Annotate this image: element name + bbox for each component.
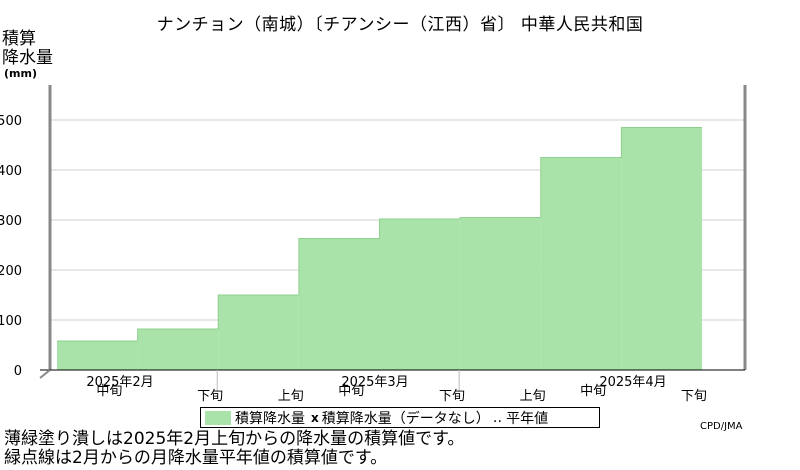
x-month-label-2: 2025年4月 (599, 375, 666, 390)
area-step-5 (460, 217, 541, 370)
chart-title: ナンチョン（南城）〔チアンシー（江西）省〕 中華人民共和国 (156, 15, 644, 35)
y-tick-100: 100 (0, 314, 22, 329)
x-month-label-0: 2025年2月 (86, 375, 153, 390)
x-axis-corner (39, 369, 51, 379)
note-line-2: 緑点線は2月からの月降水量平年値の積算値です。 (4, 448, 388, 468)
x-month-label-1: 2025年3月 (341, 375, 408, 390)
x-tick-label-4: 下旬 (439, 389, 465, 404)
notes: 薄緑塗り潰しは2025年2月上旬からの降水量の積算値です。 緑点線は2月からの月… (4, 430, 464, 468)
plot-frame (39, 85, 747, 392)
x-tick-label-2: 上旬 (278, 389, 304, 404)
area-step-0 (57, 341, 138, 370)
y-tick-labels: 0 100 200 300 400 500 (0, 114, 22, 379)
y-axis-label-line2: 降水量 (2, 48, 53, 68)
legend-label-no-data: 積算降水量（データなし） (321, 410, 490, 427)
area-step-6 (540, 157, 622, 370)
area-outline (57, 127, 702, 342)
x-tick-labels: 中旬 下旬 上旬 中旬 下旬 上旬 中旬 下旬 2025年2月 2025年3月 2025年4月 (86, 375, 707, 404)
y-axis-unit: (mm) (4, 67, 37, 80)
legend-label-normal: 平年値 (506, 410, 549, 427)
y-tick-300: 300 (0, 214, 22, 229)
y-tick-400: 400 (0, 164, 22, 179)
legend-x-mark: x (311, 410, 319, 425)
area-step-3 (298, 238, 380, 370)
area-step-4 (379, 219, 461, 370)
legend: 積算降水量 x 積算降水量（データなし） ‥ 平年値 (200, 407, 600, 428)
y-axis-label: 積算 降水量 (2, 30, 53, 68)
accumulated-precip-area (57, 127, 702, 370)
credit: CPD/JMA (700, 421, 743, 432)
legend-swatch-accumulated (205, 410, 231, 425)
x-tick-label-5: 上旬 (520, 389, 546, 404)
y-tick-500: 500 (0, 114, 22, 129)
x-tick-label-7: 下旬 (681, 389, 707, 404)
legend-label-accumulated: 積算降水量 (235, 410, 305, 427)
area-step-2 (218, 295, 299, 370)
area-step-7 (621, 127, 702, 370)
x-tick-label-0: 中旬 (96, 384, 122, 399)
y-tick-0: 0 (14, 364, 22, 379)
x-tick-label-1: 下旬 (197, 389, 223, 404)
legend-dotted-line: ‥ (492, 409, 504, 426)
x-tick-label-6: 中旬 (580, 384, 606, 399)
y-tick-200: 200 (0, 264, 22, 279)
y-axis-label-line1: 積算 (2, 29, 36, 49)
note-line-1: 薄緑塗り潰しは2025年2月上旬からの降水量の積算値です。 (4, 429, 465, 449)
area-step-1 (137, 329, 219, 370)
x-tick-label-3: 中旬 (338, 384, 364, 399)
